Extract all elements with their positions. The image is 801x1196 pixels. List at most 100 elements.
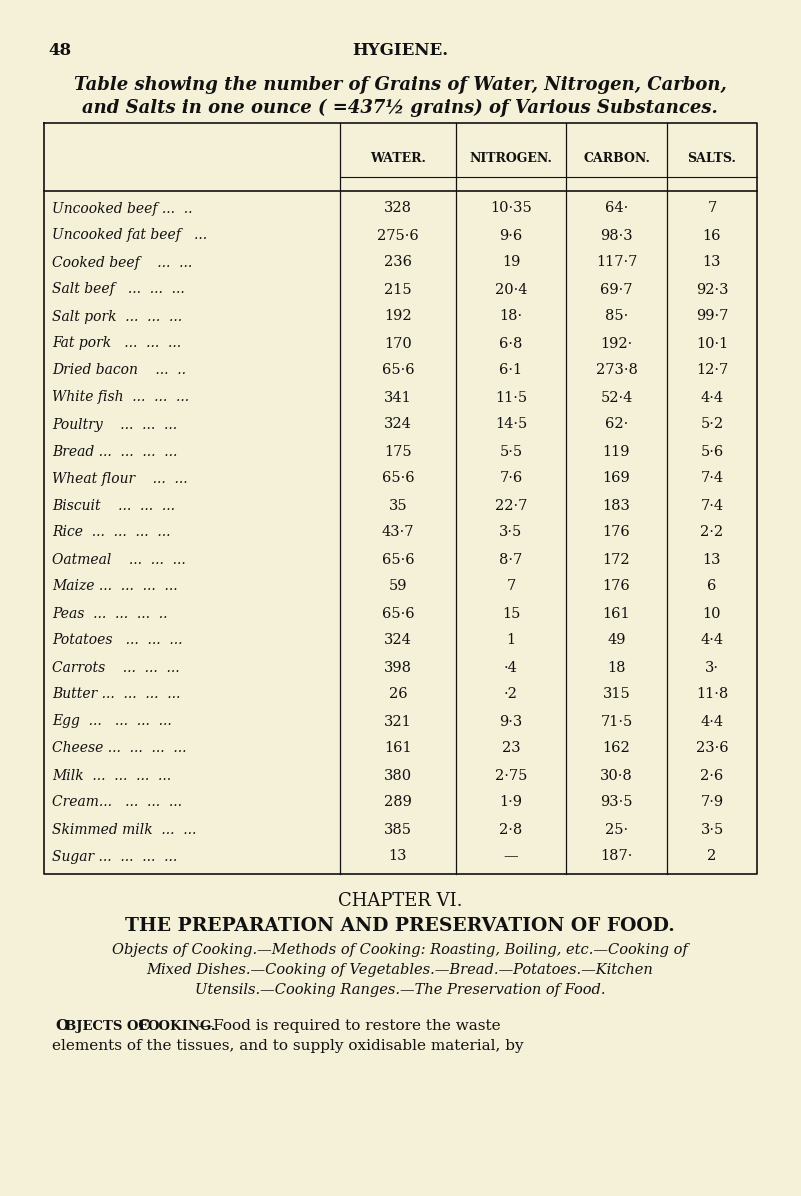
Text: 328: 328 (384, 201, 412, 215)
Text: Biscuit    ...  ...  ...: Biscuit ... ... ... (52, 499, 175, 513)
Text: 324: 324 (384, 634, 412, 647)
Text: 6·8: 6·8 (499, 336, 523, 350)
Text: O: O (55, 1019, 68, 1033)
Text: 187·: 187· (600, 849, 633, 864)
Text: 161: 161 (384, 742, 412, 756)
Text: 65·6: 65·6 (382, 606, 414, 621)
Text: 2·6: 2·6 (700, 769, 723, 782)
Text: 35: 35 (388, 499, 408, 513)
Text: Carrots    ...  ...  ...: Carrots ... ... ... (52, 660, 179, 675)
Text: 3·5: 3·5 (700, 823, 723, 836)
Text: 10·1: 10·1 (696, 336, 728, 350)
Text: 9·6: 9·6 (499, 228, 522, 243)
Text: 315: 315 (602, 688, 630, 702)
Text: 7·9: 7·9 (700, 795, 723, 810)
Text: 49: 49 (607, 634, 626, 647)
Text: —: — (504, 849, 518, 864)
Text: 69·7: 69·7 (600, 282, 633, 297)
Text: 19: 19 (501, 256, 520, 269)
Text: 43·7: 43·7 (382, 525, 414, 539)
Text: 175: 175 (384, 445, 412, 458)
Text: Skimmed milk  ...  ...: Skimmed milk ... ... (52, 823, 196, 836)
Text: 1: 1 (506, 634, 516, 647)
Text: 6·1: 6·1 (500, 364, 522, 378)
Text: Salt beef   ...  ...  ...: Salt beef ... ... ... (52, 282, 185, 297)
Text: 7·6: 7·6 (499, 471, 522, 486)
Text: 98·3: 98·3 (600, 228, 633, 243)
Text: 341: 341 (384, 391, 412, 404)
Text: 273·8: 273·8 (596, 364, 638, 378)
Text: 23: 23 (501, 742, 521, 756)
Text: 215: 215 (384, 282, 412, 297)
Text: BJECTS OF: BJECTS OF (65, 1020, 148, 1033)
Text: 169: 169 (602, 471, 630, 486)
Text: 2·8: 2·8 (499, 823, 522, 836)
Text: Cream...   ...  ...  ...: Cream... ... ... ... (52, 795, 182, 810)
Text: Fat pork   ...  ...  ...: Fat pork ... ... ... (52, 336, 181, 350)
Text: 13: 13 (702, 256, 721, 269)
Text: 385: 385 (384, 823, 412, 836)
Text: 65·6: 65·6 (382, 471, 414, 486)
Text: 7: 7 (506, 580, 516, 593)
Text: and Salts in one ounce ( =437½ grains) of Various Substances.: and Salts in one ounce ( =437½ grains) o… (83, 99, 718, 117)
Text: 92·3: 92·3 (696, 282, 728, 297)
Text: 16: 16 (702, 228, 721, 243)
Text: 380: 380 (384, 769, 412, 782)
Text: 14·5: 14·5 (495, 417, 527, 432)
Text: Oatmeal    ...  ...  ...: Oatmeal ... ... ... (52, 553, 186, 567)
Text: 20·4: 20·4 (495, 282, 527, 297)
Text: Dried bacon    ...  ..: Dried bacon ... .. (52, 364, 186, 378)
Text: 71·5: 71·5 (601, 714, 633, 728)
Text: 5·5: 5·5 (500, 445, 522, 458)
Text: 7·4: 7·4 (700, 499, 723, 513)
Text: 117·7: 117·7 (596, 256, 637, 269)
Text: 30·8: 30·8 (600, 769, 633, 782)
Text: 26: 26 (388, 688, 408, 702)
Text: Peas  ...  ...  ...  ..: Peas ... ... ... .. (52, 606, 167, 621)
Text: 172: 172 (602, 553, 630, 567)
Text: 7·4: 7·4 (700, 471, 723, 486)
Text: SALTS.: SALTS. (687, 152, 736, 165)
Text: 13: 13 (388, 849, 407, 864)
Text: 161: 161 (602, 606, 630, 621)
Text: White fish  ...  ...  ...: White fish ... ... ... (52, 391, 189, 404)
Text: Objects of Cooking.—Methods of Cooking: Roasting, Boiling, etc.—Cooking of: Objects of Cooking.—Methods of Cooking: … (112, 942, 688, 957)
Text: 170: 170 (384, 336, 412, 350)
Text: 65·6: 65·6 (382, 553, 414, 567)
Text: Table showing the number of Grains of Water, Nitrogen, Carbon,: Table showing the number of Grains of Wa… (74, 77, 727, 94)
Text: 289: 289 (384, 795, 412, 810)
Text: 85·: 85· (605, 310, 628, 323)
Text: 52·4: 52·4 (600, 391, 633, 404)
Text: 10: 10 (702, 606, 721, 621)
Text: 192·: 192· (601, 336, 633, 350)
Text: THE PREPARATION AND PRESERVATION OF FOOD.: THE PREPARATION AND PRESERVATION OF FOOD… (125, 917, 675, 935)
Text: 4·4: 4·4 (700, 634, 723, 647)
Text: 275·6: 275·6 (377, 228, 419, 243)
Text: Maize ...  ...  ...  ...: Maize ... ... ... ... (52, 580, 178, 593)
Text: 18·: 18· (500, 310, 522, 323)
Text: 3·: 3· (705, 660, 719, 675)
Text: 13: 13 (702, 553, 721, 567)
Text: 65·6: 65·6 (382, 364, 414, 378)
Text: 2·2: 2·2 (700, 525, 723, 539)
Text: Rice  ...  ...  ...  ...: Rice ... ... ... ... (52, 525, 171, 539)
Text: Milk  ...  ...  ...  ...: Milk ... ... ... ... (52, 769, 171, 782)
Text: 236: 236 (384, 256, 412, 269)
Text: 11·5: 11·5 (495, 391, 527, 404)
Text: 6: 6 (707, 580, 717, 593)
Text: CARBON.: CARBON. (583, 152, 650, 165)
Text: 59: 59 (388, 580, 407, 593)
Text: 2: 2 (707, 849, 717, 864)
Text: 22·7: 22·7 (495, 499, 527, 513)
Text: 23·6: 23·6 (696, 742, 728, 756)
Text: Butter ...  ...  ...  ...: Butter ... ... ... ... (52, 688, 180, 702)
Text: ·4: ·4 (504, 660, 518, 675)
Text: 15: 15 (501, 606, 520, 621)
Text: NITROGEN.: NITROGEN. (469, 152, 553, 165)
Text: OOKING.: OOKING. (147, 1020, 215, 1033)
Text: Cooked beef    ...  ...: Cooked beef ... ... (52, 256, 192, 269)
Text: 324: 324 (384, 417, 412, 432)
Text: Cheese ...  ...  ...  ...: Cheese ... ... ... ... (52, 742, 187, 756)
Text: 176: 176 (602, 580, 630, 593)
Text: Utensils.—Cooking Ranges.—The Preservation of Food.: Utensils.—Cooking Ranges.—The Preservati… (195, 983, 606, 997)
